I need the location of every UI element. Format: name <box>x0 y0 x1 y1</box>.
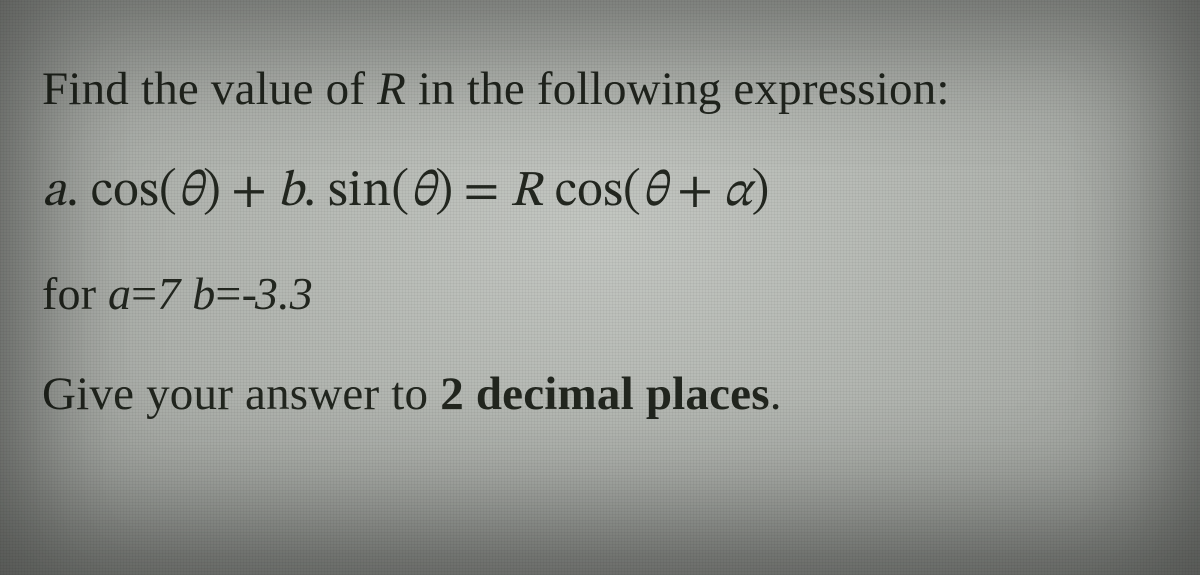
given-b-val: 3.3 <box>255 268 313 319</box>
eq-R: R <box>510 167 543 217</box>
prompt-line: Find the value of R in the following exp… <box>42 60 1158 119</box>
given-b-var: b <box>192 268 215 319</box>
given-a-var: a <box>108 268 131 319</box>
instruction-suffix: . <box>770 368 782 420</box>
given-space <box>181 268 193 319</box>
eq-cos2: cos <box>555 167 623 217</box>
eq-rpar1: ) <box>203 167 221 217</box>
prompt-suffix: in the following expression: <box>406 63 950 115</box>
given-b-neg: - <box>242 268 255 319</box>
eq-theta1: θ <box>177 167 203 217</box>
given-a-val: 7 <box>157 268 180 319</box>
eq-lpar2: ( <box>391 167 409 217</box>
eq-dot2: . <box>304 167 316 217</box>
eq-plus2: + <box>667 167 723 217</box>
eq-theta3: θ <box>641 167 667 217</box>
eq-cos: cos <box>91 167 159 217</box>
instruction-prefix: Give your answer to <box>42 368 440 420</box>
given-values-line: for a=7 b=-3.3 <box>42 265 1158 323</box>
instruction-line: Give your answer to 2 decimal places. <box>42 365 1158 424</box>
eq-theta2: θ <box>409 167 435 217</box>
given-eq2: = <box>215 268 241 319</box>
eq-sin: sin <box>328 167 391 217</box>
eq-a: a <box>42 167 66 217</box>
eq-lpar3: ( <box>623 167 641 217</box>
equation-line: a. cos(θ)+b. sin(θ)=R cos(θ+α) <box>42 161 1158 224</box>
instruction-bold: 2 decimal places <box>440 368 770 420</box>
eq-lpar1: ( <box>159 167 177 217</box>
eq-dot1: . <box>66 167 78 217</box>
prompt-var-R: R <box>377 63 406 115</box>
question-panel: Find the value of R in the following exp… <box>0 0 1200 575</box>
eq-equals: = <box>453 167 509 217</box>
eq-rpar2: ) <box>435 167 453 217</box>
given-for: for <box>42 268 108 319</box>
eq-rpar3: ) <box>751 167 769 217</box>
prompt-prefix: Find the value of <box>42 63 377 115</box>
eq-alpha: α <box>723 167 751 217</box>
eq-plus: + <box>221 167 277 217</box>
eq-b: b <box>277 167 303 217</box>
given-eq1: = <box>131 268 157 319</box>
